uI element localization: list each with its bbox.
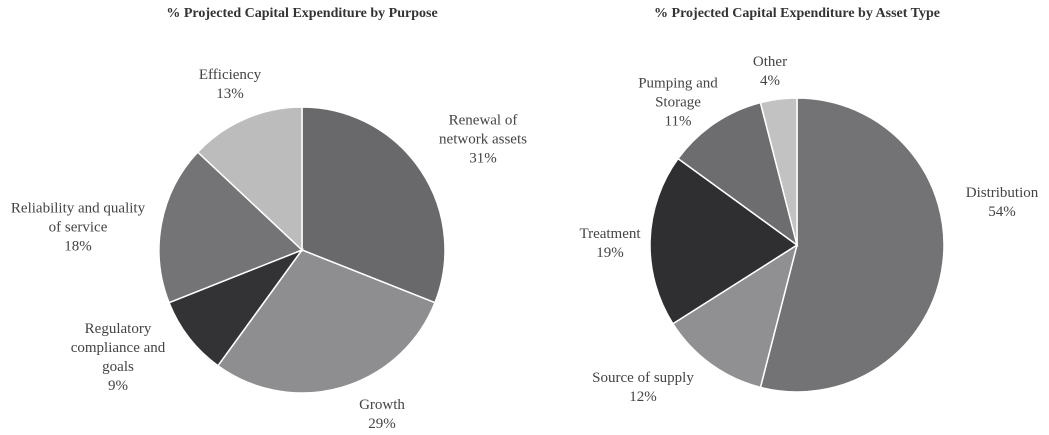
- slice-label: Growth 29%: [332, 396, 432, 434]
- pie-slice: [671, 243, 799, 389]
- value-label: 18%: [64, 238, 92, 255]
- pie-slice: [158, 151, 304, 304]
- value-label: 31%: [469, 150, 497, 167]
- category-label: Renewal of network assets: [439, 112, 527, 148]
- slice-label: Regulatory compliance and goals 9%: [58, 320, 178, 396]
- pie-slice: [677, 101, 799, 247]
- value-label: 19%: [596, 245, 624, 261]
- pie-slice: [649, 157, 799, 325]
- category-label: Treatment: [579, 226, 641, 242]
- category-label: Regulatory compliance and goals: [70, 321, 166, 375]
- pie-slice: [216, 249, 436, 394]
- category-label: Source of supply: [592, 370, 694, 386]
- pie-slice: [759, 97, 798, 246]
- slice-label: Treatment 19%: [560, 225, 660, 263]
- pie-slice: [759, 97, 945, 393]
- category-label: Pumping and Storage: [638, 75, 718, 111]
- slice-label: Distribution 54%: [947, 184, 1049, 222]
- category-label: Reliability and quality of service: [10, 200, 146, 236]
- value-label: 54%: [988, 204, 1016, 220]
- pie-slice: [301, 106, 446, 304]
- value-label: 29%: [368, 416, 396, 432]
- slice-label: Source of supply 12%: [573, 369, 713, 407]
- category-label: Distribution: [965, 185, 1039, 201]
- value-label: 12%: [629, 389, 657, 405]
- category-label: Growth: [359, 397, 405, 413]
- value-label: 13%: [216, 86, 244, 102]
- category-label: Efficiency: [198, 67, 262, 83]
- category-label: Other: [752, 54, 788, 70]
- value-label: 4%: [760, 73, 780, 89]
- value-label: 9%: [108, 378, 128, 394]
- chart-title: % Projected Capital Expenditure by Purpo…: [166, 6, 438, 21]
- pie-slice: [168, 248, 305, 367]
- slice-label: Efficiency 13%: [180, 66, 280, 104]
- slice-label: Renewal of network assets 31%: [423, 112, 543, 169]
- slice-label: Other 4%: [740, 53, 800, 91]
- chart-title: % Projected Capital Expenditure by Asset…: [654, 6, 940, 21]
- slice-label: Reliability and quality of service 18%: [8, 200, 148, 257]
- slice-label: Pumping and Storage 11%: [623, 75, 733, 132]
- value-label: 11%: [664, 113, 692, 130]
- pie-slice: [196, 106, 303, 252]
